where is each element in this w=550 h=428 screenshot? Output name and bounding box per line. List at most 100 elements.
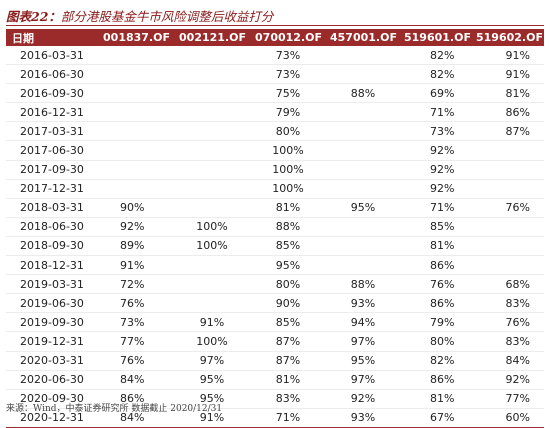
score-cell xyxy=(326,121,400,142)
fund-score-table: 日期 001837.OF 002121.OF 070012.OF 457001.… xyxy=(6,29,544,428)
row-date-cell: 2019-06-30 xyxy=(6,293,98,314)
column-header-002121: 002121.OF xyxy=(174,29,250,46)
score-cell: 88% xyxy=(326,83,400,104)
score-cell xyxy=(98,83,174,104)
score-cell: 92% xyxy=(400,179,472,199)
table-header-row: 日期 001837.OF 002121.OF 070012.OF 457001.… xyxy=(6,29,544,46)
score-cell: 95% xyxy=(174,370,250,390)
score-cell: 73% xyxy=(250,46,326,66)
score-cell: 84% xyxy=(98,370,174,390)
row-date-cell: 2017-06-30 xyxy=(6,140,98,161)
score-cell xyxy=(174,83,250,104)
score-cell: 100% xyxy=(174,331,250,352)
score-cell: 89% xyxy=(98,236,174,257)
table-row: 2016-03-31 73% 82% 91% xyxy=(6,46,544,66)
score-cell: 79% xyxy=(400,312,472,333)
score-cell xyxy=(98,46,174,66)
score-cell xyxy=(472,217,544,237)
figure-title-text: 部分港股基金牛市风险调整后收益打分 xyxy=(60,9,274,24)
score-cell xyxy=(326,160,400,180)
score-cell xyxy=(98,140,174,161)
score-cell: 82% xyxy=(400,64,472,85)
score-cell: 76% xyxy=(472,312,544,333)
row-date-cell: 2016-06-30 xyxy=(6,64,98,85)
table-row: 2017-12-31 100% 92% xyxy=(6,179,544,199)
score-cell: 86% xyxy=(400,293,472,314)
score-cell: 97% xyxy=(326,370,400,390)
score-cell xyxy=(174,160,250,180)
score-cell: 88% xyxy=(250,217,326,237)
row-date-cell: 2016-03-31 xyxy=(6,46,98,66)
row-date-cell: 2018-06-30 xyxy=(6,217,98,237)
score-cell xyxy=(98,102,174,123)
row-date-cell: 2019-03-31 xyxy=(6,274,98,295)
score-cell: 95% xyxy=(326,198,400,218)
score-cell: 100% xyxy=(250,160,326,180)
score-cell: 75% xyxy=(250,83,326,104)
score-cell: 77% xyxy=(472,389,544,409)
score-cell: 71% xyxy=(400,198,472,218)
score-cell: 83% xyxy=(472,293,544,314)
source-note: 来源：Wind，中泰证券研究所 数据截止 2020/12/31 xyxy=(6,404,223,414)
score-cell xyxy=(98,121,174,142)
score-cell: 93% xyxy=(326,293,400,314)
score-cell: 87% xyxy=(250,331,326,352)
table-row: 2017-09-30 100% 92% xyxy=(6,160,544,180)
score-cell: 76% xyxy=(472,198,544,218)
score-cell xyxy=(326,140,400,161)
column-header-519602: 519602.OF xyxy=(472,29,544,46)
row-date-cell: 2020-03-31 xyxy=(6,351,98,371)
table-row: 2019-12-31 77% 100% 87% 97% 80% 83% xyxy=(6,331,544,352)
row-date-cell: 2017-12-31 xyxy=(6,179,98,199)
score-cell xyxy=(98,64,174,85)
score-cell: 76% xyxy=(98,351,174,371)
score-cell: 100% xyxy=(174,217,250,237)
title-divider xyxy=(6,25,544,26)
score-cell: 100% xyxy=(250,179,326,199)
score-cell: 90% xyxy=(98,198,174,218)
score-cell: 73% xyxy=(98,312,174,333)
score-cell: 86% xyxy=(400,255,472,276)
score-cell xyxy=(174,64,250,85)
score-cell: 69% xyxy=(400,83,472,104)
score-cell xyxy=(98,179,174,199)
score-cell: 85% xyxy=(250,236,326,257)
score-cell: 71% xyxy=(400,102,472,123)
score-cell: 90% xyxy=(250,293,326,314)
score-cell xyxy=(326,46,400,66)
row-date-cell: 2020-06-30 xyxy=(6,370,98,390)
score-cell: 86% xyxy=(98,389,174,409)
table-row: 2017-03-31 80% 73% 87% xyxy=(6,121,544,142)
table-row: 2020-09-30 86% 95% 83% 92% 81% 77% xyxy=(6,389,544,409)
row-date-cell: 2020-09-30 xyxy=(6,389,98,409)
score-cell: 80% xyxy=(250,274,326,295)
score-cell: 83% xyxy=(472,331,544,352)
score-cell xyxy=(472,160,544,180)
table-body: 2016-03-31 73% 82% 91% 2016-06-30 73% 82% 91% 20… xyxy=(6,46,544,428)
score-cell xyxy=(174,255,250,276)
table-row: 2018-03-31 90% 81% 95% 71% 76% xyxy=(6,198,544,218)
score-cell: 100% xyxy=(250,140,326,161)
score-cell: 100% xyxy=(174,236,250,257)
score-cell: 91% xyxy=(472,46,544,66)
score-cell: 92% xyxy=(400,160,472,180)
score-cell: 81% xyxy=(400,236,472,257)
score-cell: 97% xyxy=(174,351,250,371)
score-cell xyxy=(326,102,400,123)
score-cell: 80% xyxy=(250,121,326,142)
score-cell: 83% xyxy=(250,389,326,409)
score-cell: 81% xyxy=(250,370,326,390)
score-cell: 87% xyxy=(472,121,544,142)
score-cell xyxy=(326,236,400,257)
score-cell: 76% xyxy=(98,293,174,314)
score-cell: 91% xyxy=(98,255,174,276)
score-cell xyxy=(174,293,250,314)
score-cell: 88% xyxy=(326,274,400,295)
row-date-cell: 2016-12-31 xyxy=(6,102,98,123)
score-cell: 86% xyxy=(400,370,472,390)
score-cell: 92% xyxy=(400,140,472,161)
table-row: 2018-06-30 92% 100% 88% 85% xyxy=(6,217,544,237)
table-row: 2016-06-30 73% 82% 91% xyxy=(6,64,544,85)
score-cell xyxy=(326,255,400,276)
score-cell: 72% xyxy=(98,274,174,295)
